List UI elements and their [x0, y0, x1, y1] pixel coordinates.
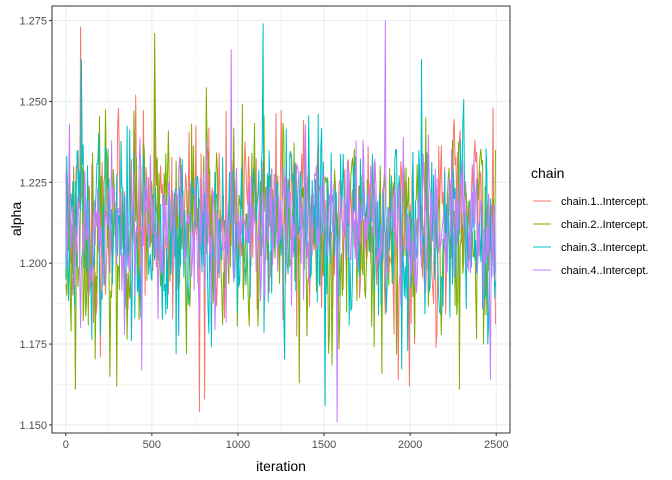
x-tick-label: 1500 — [312, 439, 336, 451]
x-axis-title: iteration — [256, 458, 306, 474]
y-tick-label: 1.150 — [19, 420, 47, 432]
legend-label-chain-2: chain.2..Intercept. — [561, 219, 648, 231]
x-axis: 0 500 1000 1500 2000 2500 — [63, 433, 508, 451]
series-line-chain-4 — [65, 20, 496, 423]
series-layer — [65, 20, 496, 423]
legend-label-chain-4: chain.4..Intercept. — [561, 265, 648, 277]
legend-title: chain — [531, 165, 564, 181]
x-tick-label: 2000 — [398, 439, 422, 451]
y-tick-label: 1.250 — [19, 96, 47, 108]
plot-panel-border — [51, 5, 511, 434]
x-tick-label: 0 — [63, 439, 69, 451]
legend: chain chain.1..Intercept. chain.2..Interc… — [531, 165, 648, 277]
legend-label-chain-3: chain.3..Intercept. — [561, 242, 648, 254]
y-tick-label: 1.275 — [19, 16, 47, 28]
x-tick-label: 2500 — [484, 439, 508, 451]
y-axis: 1.150 1.175 1.200 1.225 1.250 1.275 — [19, 16, 52, 432]
legend-label-chain-1: chain.1..Intercept. — [561, 196, 648, 208]
x-tick-label: 500 — [143, 439, 161, 451]
y-tick-label: 1.175 — [19, 339, 47, 351]
y-axis-title: alpha — [8, 202, 24, 236]
y-tick-label: 1.200 — [19, 258, 47, 270]
x-tick-label: 1000 — [226, 439, 250, 451]
y-tick-label: 1.225 — [19, 177, 47, 189]
